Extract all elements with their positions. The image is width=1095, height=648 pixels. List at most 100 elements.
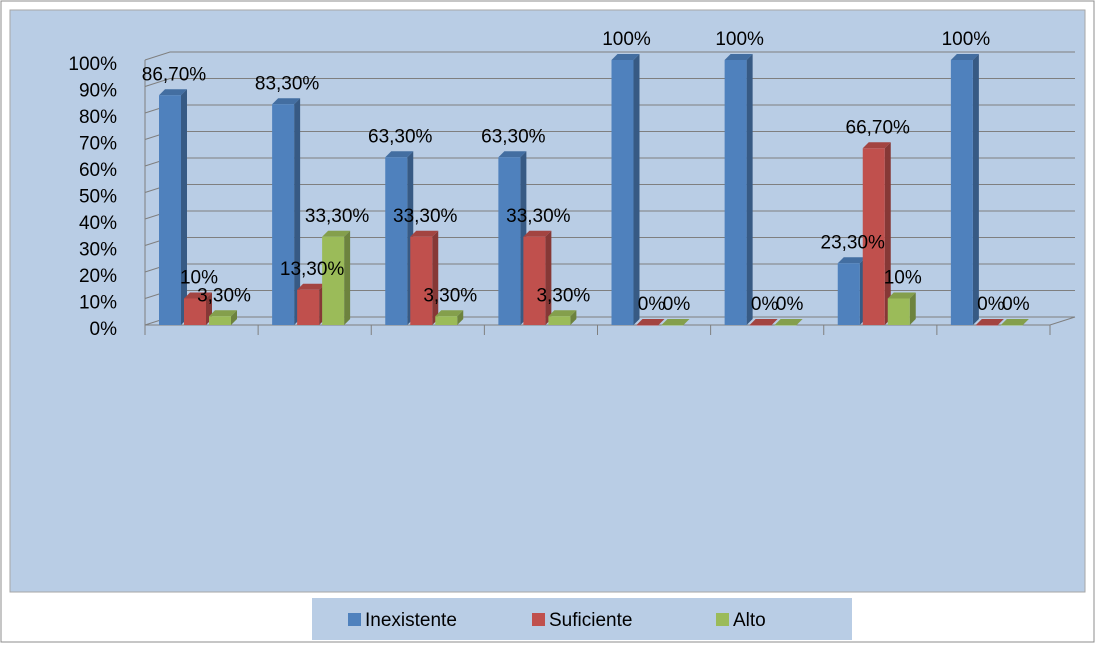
value-label: 100% bbox=[602, 29, 651, 50]
value-label: 0% bbox=[751, 294, 779, 315]
bar bbox=[297, 289, 320, 325]
value-label: 3,30% bbox=[536, 285, 590, 306]
bar bbox=[410, 236, 433, 325]
bar-side bbox=[545, 230, 552, 325]
bar bbox=[385, 157, 408, 325]
bar-top bbox=[548, 310, 577, 317]
value-label: 66,70% bbox=[846, 117, 911, 138]
bar bbox=[611, 60, 634, 325]
bar bbox=[184, 298, 206, 325]
y-tick-label: 90% bbox=[79, 81, 117, 102]
y-tick-label: 30% bbox=[79, 240, 117, 261]
bar bbox=[548, 316, 571, 325]
bar-side bbox=[231, 310, 237, 325]
value-label: 0% bbox=[776, 294, 804, 315]
bar bbox=[887, 298, 910, 325]
value-label: 10% bbox=[180, 268, 218, 289]
y-tick-label: 70% bbox=[79, 134, 117, 155]
bar bbox=[272, 104, 295, 325]
legend-label: Suficiente bbox=[549, 610, 632, 631]
bar-top bbox=[887, 292, 916, 299]
bar-side bbox=[884, 142, 891, 325]
bar-top bbox=[975, 319, 1004, 325]
value-label: 10% bbox=[884, 268, 922, 289]
bar-top bbox=[724, 54, 753, 60]
y-tick-label: 80% bbox=[79, 107, 117, 128]
bar bbox=[636, 325, 659, 326]
y-tick-label: 20% bbox=[79, 266, 117, 287]
value-label: 13,30% bbox=[280, 259, 345, 280]
bar-side bbox=[909, 292, 916, 325]
bar-top bbox=[749, 319, 778, 325]
bar-top bbox=[272, 98, 301, 105]
labels: 0% 10% 20% 30% 40% 50% 60% 70% 80% 90% 100% 86,70% 8… bbox=[68, 29, 1029, 340]
y-tick-label: 50% bbox=[79, 187, 117, 208]
value-label: 0% bbox=[638, 294, 666, 315]
legend-label: Inexistente bbox=[365, 610, 457, 631]
legend-swatch bbox=[532, 613, 545, 626]
value-label: 33,30% bbox=[393, 206, 458, 227]
y-tick-label: 10% bbox=[79, 293, 117, 314]
value-label: 3,30% bbox=[423, 285, 477, 306]
bar-top bbox=[862, 142, 891, 149]
bar-side bbox=[633, 54, 640, 325]
bar bbox=[724, 60, 747, 325]
value-label: 23,30% bbox=[821, 232, 886, 253]
legend-swatch bbox=[348, 613, 361, 626]
bar-top bbox=[322, 230, 351, 237]
bar-top bbox=[1000, 319, 1029, 325]
value-label: 0% bbox=[663, 294, 691, 315]
bar bbox=[209, 316, 231, 325]
bar bbox=[523, 236, 546, 325]
value-label: 63,30% bbox=[368, 126, 433, 147]
y-tick-label: 60% bbox=[79, 160, 117, 181]
bar-top bbox=[774, 319, 803, 325]
bar bbox=[837, 263, 860, 325]
bar-top bbox=[837, 257, 866, 264]
value-label: 33,30% bbox=[506, 206, 571, 227]
bar bbox=[749, 325, 772, 326]
bar-top bbox=[297, 283, 326, 290]
bar-top bbox=[385, 151, 414, 158]
bar bbox=[950, 60, 973, 325]
legend-label: Alto bbox=[733, 610, 766, 631]
bar-side bbox=[432, 230, 439, 325]
bar-side bbox=[344, 230, 351, 325]
bar-top bbox=[498, 151, 527, 158]
value-label: 83,30% bbox=[255, 73, 320, 94]
bar-side bbox=[972, 54, 979, 325]
bar-top bbox=[209, 310, 237, 317]
bar-top bbox=[523, 230, 552, 237]
value-label: 0% bbox=[1002, 294, 1030, 315]
value-label: 3,30% bbox=[197, 285, 251, 306]
value-label: 100% bbox=[715, 29, 764, 50]
bar-side bbox=[746, 54, 753, 325]
bar-top bbox=[611, 54, 640, 60]
grid-line bbox=[144, 78, 1075, 87]
y-tick-label: 100% bbox=[68, 54, 117, 75]
bar-top bbox=[184, 292, 212, 299]
legend-swatch bbox=[716, 613, 729, 626]
bar bbox=[435, 316, 458, 325]
bar bbox=[159, 95, 181, 326]
y-tick-label: 40% bbox=[79, 213, 117, 234]
bar-side bbox=[457, 310, 464, 325]
bar-top bbox=[435, 310, 464, 317]
bar-top bbox=[636, 319, 665, 325]
grid-line bbox=[144, 51, 1075, 61]
value-label: 100% bbox=[942, 29, 991, 50]
bar bbox=[774, 325, 797, 326]
bar bbox=[661, 325, 684, 326]
bar-side bbox=[181, 89, 187, 326]
bar-top bbox=[661, 319, 690, 325]
bar bbox=[498, 157, 521, 325]
bar-top bbox=[159, 89, 187, 96]
bar-side bbox=[570, 310, 577, 325]
legend bbox=[312, 598, 852, 640]
value-label: 63,30% bbox=[481, 126, 546, 147]
bar-top bbox=[410, 230, 439, 237]
value-label: 86,70% bbox=[142, 64, 207, 85]
bar-top bbox=[950, 54, 979, 60]
bar bbox=[322, 236, 345, 325]
